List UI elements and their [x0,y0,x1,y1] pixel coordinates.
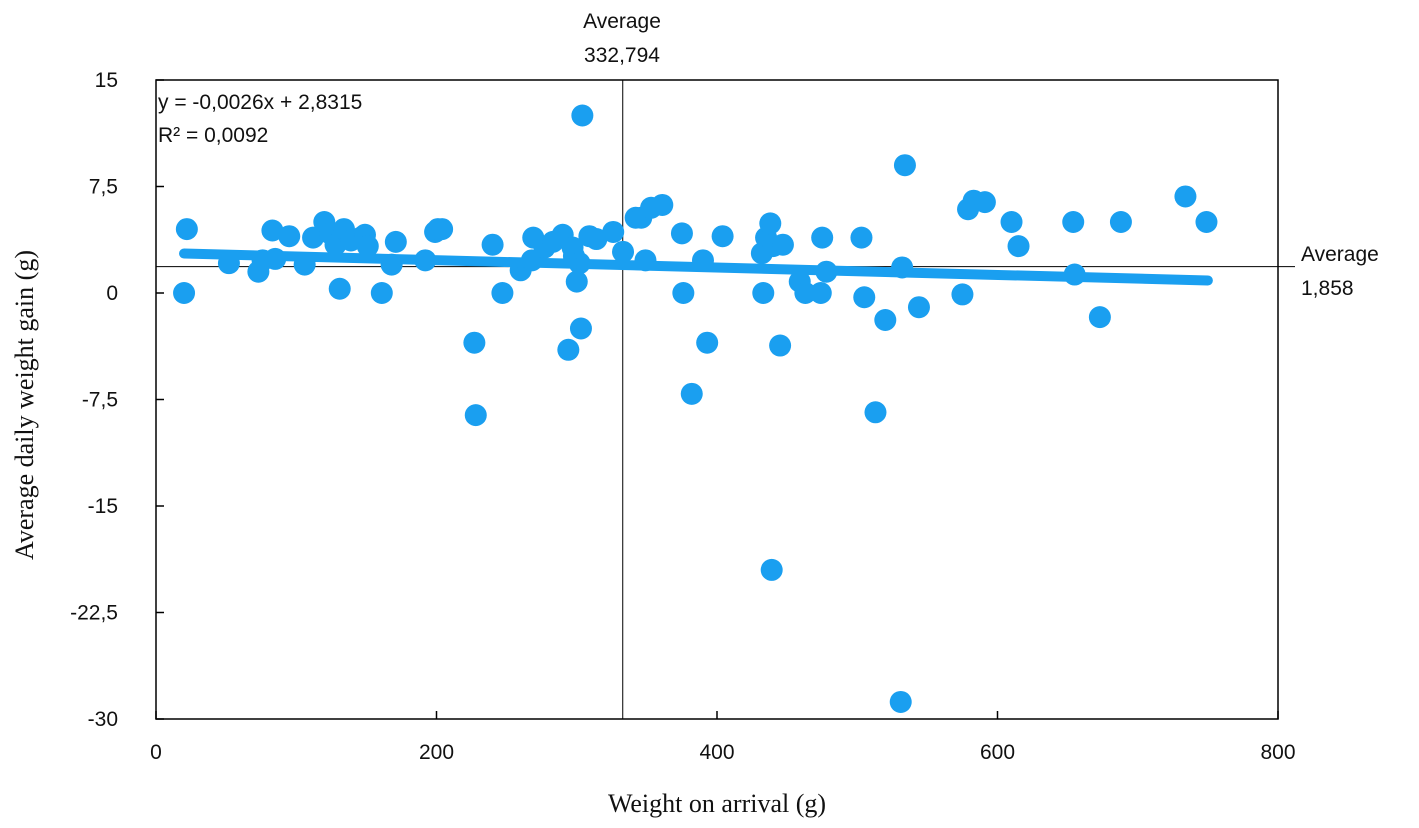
data-point [356,235,379,258]
x-axis-title: Weight on arrival (g) [608,789,826,818]
data-point [612,240,635,263]
data-point [670,222,693,245]
data-point [302,226,325,249]
y-tick-label: -30 [88,708,118,731]
axis-ticks: 0 200 400 600 800 15 7,5 0 -7,5 -15 -22,5 -30 [70,69,1295,764]
x-tick-label: 200 [419,741,454,764]
data-point [760,558,783,581]
data-point [464,404,487,427]
data-point [651,193,674,216]
average-y-label-value: 1,858 [1301,277,1354,300]
data-point [907,296,930,319]
data-point [1174,185,1197,208]
x-tick-label: 800 [1260,741,1295,764]
data-point [1000,211,1023,233]
data-point [1109,211,1132,233]
trendline [179,248,1213,286]
data-point [874,308,897,331]
x-tick-label: 600 [980,741,1015,764]
data-point [328,277,351,300]
trendline-equation: y = -0,0026x + 2,8315 [158,91,362,114]
data-point [173,282,196,304]
y-tick-label: -15 [88,495,118,518]
data-point [769,334,792,357]
data-point [951,283,974,306]
data-point [1007,235,1030,258]
data-point [261,219,284,242]
data-point [893,154,916,177]
data-point [463,331,486,354]
data-point [571,104,594,127]
average-y-label-title: Average [1301,243,1379,266]
y-tick-label: 15 [95,69,118,92]
data-point [175,218,198,241]
data-point [602,220,625,243]
data-point [585,228,608,251]
y-tick-label: -22,5 [70,602,118,625]
data-point [672,282,695,304]
data-point [569,317,592,340]
data-point [752,282,775,304]
data-point [384,230,407,253]
average-x-label-title: Average [583,10,661,33]
x-tick-label: 400 [699,741,734,764]
data-point [889,690,912,713]
y-tick-label: 7,5 [89,176,118,199]
y-tick-label: 0 [106,282,118,305]
data-point [370,282,393,304]
data-point [278,225,301,248]
data-point [491,282,514,304]
data-point [711,225,734,248]
data-point [853,286,876,309]
data-point [557,338,580,361]
data-points [173,104,1218,713]
data-point [1088,306,1111,329]
data-point [696,331,719,354]
plot-area [155,79,1279,720]
data-point [973,191,996,214]
data-point [809,282,832,304]
data-point [481,233,504,256]
data-point [794,282,817,304]
y-tick-label: -7,5 [82,389,118,412]
data-point [771,233,794,256]
data-point [1062,211,1085,233]
data-point [680,382,703,405]
data-point [565,270,588,293]
r-squared-label: R² = 0,0092 [158,124,268,147]
y-axis-title: Average daily weight gain (g) [10,250,39,560]
data-point [811,226,834,249]
data-point [864,401,887,424]
data-point [431,218,454,241]
data-point [850,226,873,249]
data-point [759,212,782,235]
x-tick-label: 0 [150,741,162,764]
average-x-label-value: 332,794 [584,44,660,67]
data-point [1195,211,1218,233]
